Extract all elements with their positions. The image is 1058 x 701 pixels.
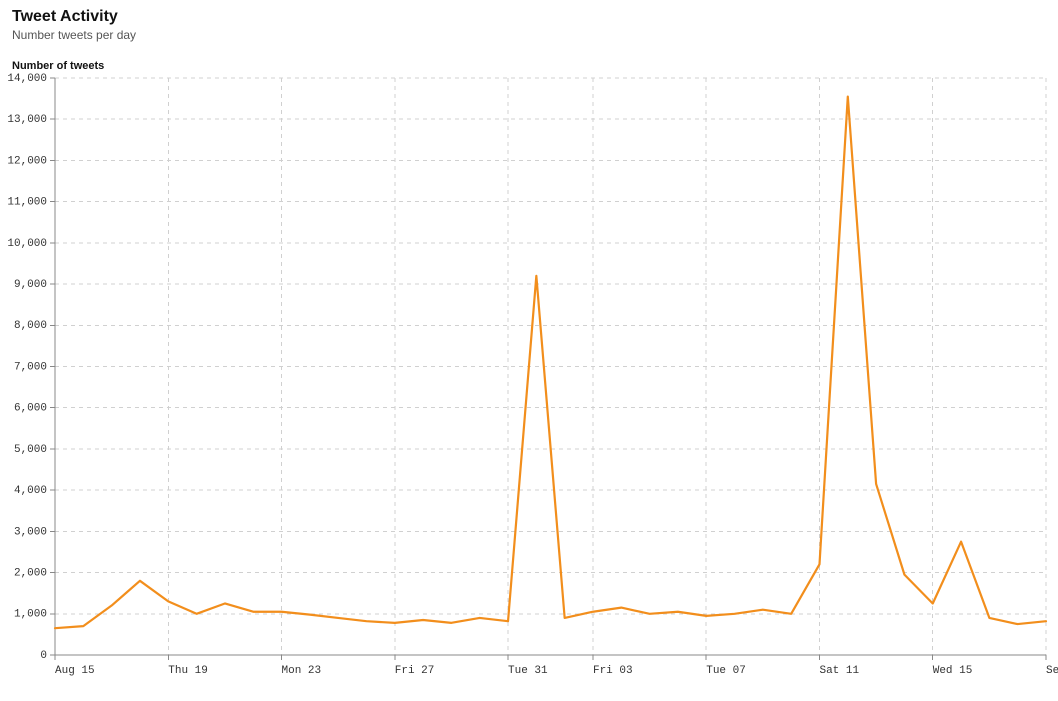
y-tick-label: 2,000 xyxy=(14,567,47,579)
y-tick-label: 1,000 xyxy=(14,609,47,621)
y-tick-label: 13,000 xyxy=(7,114,47,126)
chart-subtitle: Number tweets per day xyxy=(12,28,136,42)
y-tick-label: 5,000 xyxy=(14,444,47,456)
y-tick-label: 7,000 xyxy=(14,361,47,373)
x-tick-label: Wed 15 xyxy=(933,665,973,677)
y-tick-label: 0 xyxy=(40,650,47,662)
chart-title: Tweet Activity xyxy=(12,8,118,26)
x-tick-label: Thu 19 xyxy=(168,665,208,677)
x-tick-label: Mon 23 xyxy=(282,665,322,677)
gridlines xyxy=(55,78,1046,655)
y-tick-label: 9,000 xyxy=(14,279,47,291)
chart-container: Tweet Activity Number tweets per day Num… xyxy=(0,0,1058,701)
y-tick-label: 10,000 xyxy=(7,238,47,250)
y-tick-label: 4,000 xyxy=(14,485,47,497)
x-tick-label: Sep 19 xyxy=(1046,665,1058,677)
y-tick-label: 8,000 xyxy=(14,320,47,332)
y-axis-title: Number of tweets xyxy=(12,60,104,72)
x-tick-label: Sat 11 xyxy=(819,665,859,677)
y-tick-label: 12,000 xyxy=(7,155,47,167)
x-tick-label: Tue 31 xyxy=(508,665,548,677)
y-tick-label: 11,000 xyxy=(7,197,47,209)
x-tick-label: Fri 03 xyxy=(593,665,633,677)
tweets-line xyxy=(55,97,1046,629)
y-tick-label: 14,000 xyxy=(7,73,47,85)
y-tick-label: 6,000 xyxy=(14,403,47,415)
x-tick-label: Fri 27 xyxy=(395,665,435,677)
line-chart: 0 1,000 2,000 3,000 4,000 5,000 6,000 7,000 8,00… xyxy=(0,0,1058,701)
x-tick-label: Tue 07 xyxy=(706,665,746,677)
y-tick-label: 3,000 xyxy=(14,526,47,538)
x-tick-label: Aug 15 xyxy=(55,665,95,677)
